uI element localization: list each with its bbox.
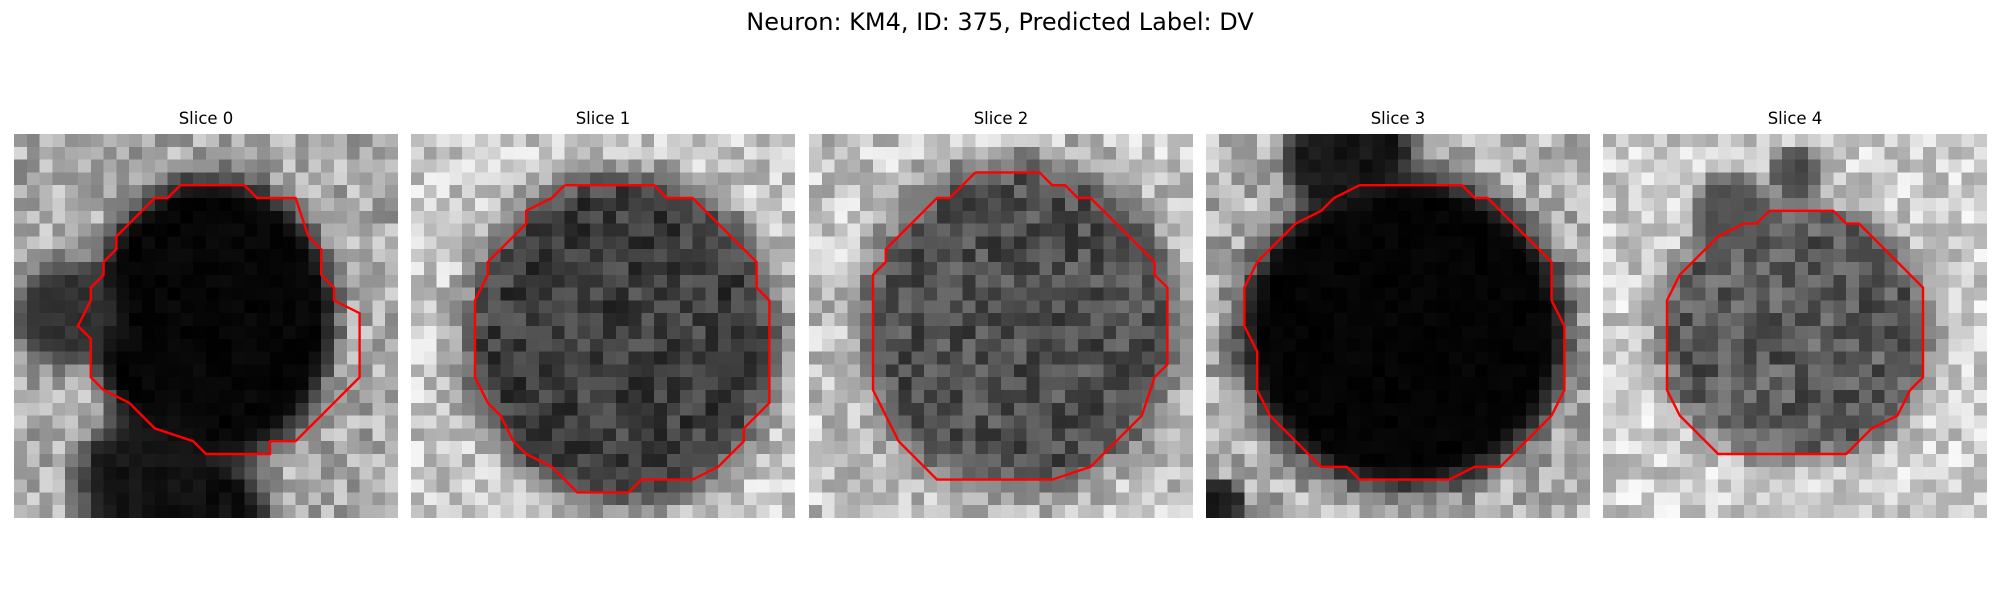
slice-image — [1603, 134, 1987, 518]
slice-image — [14, 134, 398, 518]
slice-panel-4: Slice 4 — [1603, 108, 1987, 518]
slice-image — [809, 134, 1193, 518]
cell-contour — [1667, 211, 1923, 454]
slice-title: Slice 4 — [1767, 109, 1823, 128]
slice-panel-2: Slice 2 — [809, 108, 1193, 518]
cell-contour — [475, 185, 769, 492]
slice-image — [411, 134, 795, 518]
figure-title: Neuron: KM4, ID: 375, Predicted Label: D… — [746, 8, 1254, 36]
cell-contour — [1244, 185, 1564, 479]
slice-title: Slice 2 — [973, 109, 1029, 128]
slice-panel-3: Slice 3 — [1206, 108, 1590, 518]
slice-title: Slice 1 — [575, 109, 631, 128]
cell-contour — [873, 172, 1167, 479]
slice-title: Slice 3 — [1370, 109, 1426, 128]
slice-image — [1206, 134, 1590, 518]
slice-panel-0: Slice 0 — [14, 108, 398, 518]
slice-panel-1: Slice 1 — [411, 108, 795, 518]
cell-contour — [78, 185, 360, 454]
slice-title: Slice 0 — [178, 109, 234, 128]
